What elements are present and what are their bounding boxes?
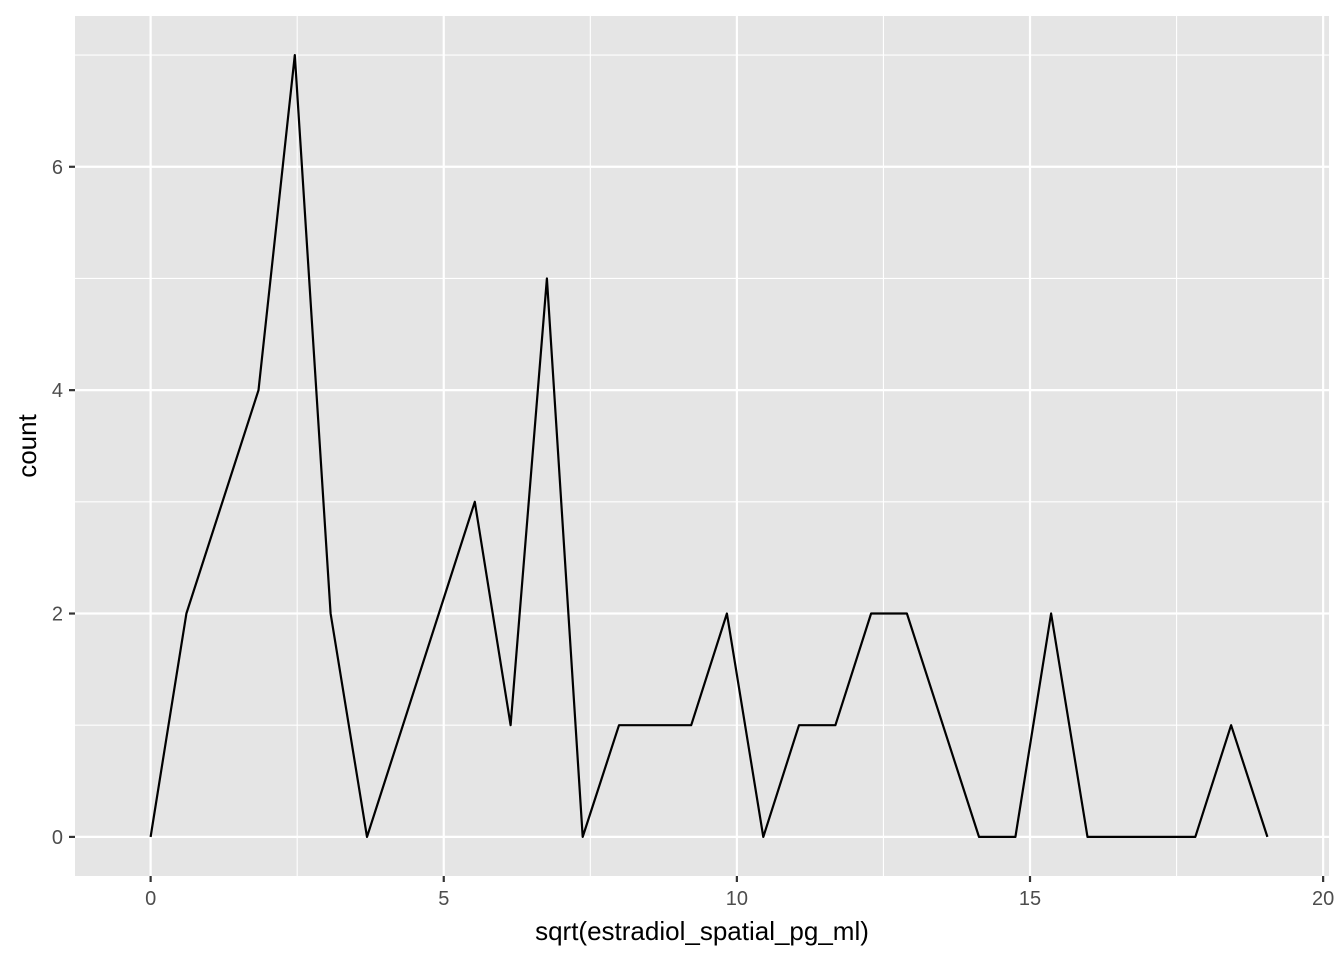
y-tick-label: 2	[52, 604, 63, 626]
x-tick-label: 20	[1312, 888, 1334, 910]
x-tick-label: 15	[1019, 888, 1041, 910]
y-axis: 0 2 4 6	[52, 157, 75, 849]
x-tick-label: 10	[726, 888, 748, 910]
y-tick-label: 0	[52, 827, 63, 849]
minor-gridlines	[75, 16, 1329, 876]
y-axis-title: count	[12, 413, 42, 477]
series-line	[149, 54, 1269, 838]
x-tick-label: 5	[438, 888, 449, 910]
x-axis-title: sqrt(estradiol_spatial_pg_ml)	[535, 916, 869, 946]
x-tick-label: 0	[145, 888, 156, 910]
x-axis: 0 5 10 15 20	[145, 876, 1334, 910]
y-tick-label: 6	[52, 157, 63, 179]
plot-panel	[75, 16, 1329, 876]
y-tick-label: 4	[52, 380, 63, 402]
